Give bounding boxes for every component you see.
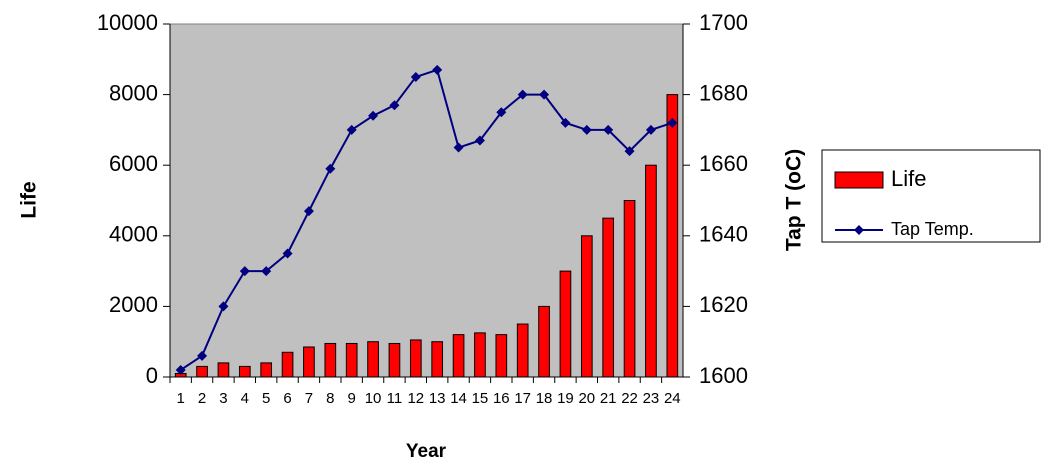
x-tick-label: 10 xyxy=(365,390,382,407)
bar xyxy=(538,305,550,378)
bar xyxy=(602,217,615,378)
x-tick-label: 13 xyxy=(429,390,446,407)
y-tick-label: 2000 xyxy=(109,292,158,317)
marker xyxy=(175,364,186,375)
marker xyxy=(410,71,421,82)
legend-label: Life xyxy=(891,166,926,191)
bar xyxy=(452,334,465,378)
y-axis-title: Life xyxy=(18,181,41,218)
y2-tick-label: 1680 xyxy=(699,80,748,105)
x-tick-label: 6 xyxy=(283,390,291,407)
legend-marker xyxy=(854,225,864,235)
x-axis-title: Year xyxy=(406,441,447,462)
y-tick-label: 10000 xyxy=(97,10,158,35)
y-tick-label: 0 xyxy=(146,363,158,388)
marker xyxy=(496,107,507,118)
bar xyxy=(474,332,486,378)
marker xyxy=(517,89,528,100)
y-tick-label: 4000 xyxy=(109,222,158,247)
bar xyxy=(516,323,529,378)
y-tick-label: 8000 xyxy=(109,80,158,105)
bar xyxy=(303,346,315,378)
bar xyxy=(196,365,208,378)
x-tick-label: 1 xyxy=(177,390,185,407)
y-tick-label: 6000 xyxy=(109,151,158,176)
marker xyxy=(346,124,357,135)
bar xyxy=(324,342,337,378)
marker xyxy=(667,117,678,128)
x-tick-label: 5 xyxy=(262,390,270,407)
x-tick-label: 12 xyxy=(407,390,424,407)
plot-area xyxy=(169,23,684,378)
marker xyxy=(474,135,485,146)
x-tick-label: 21 xyxy=(600,390,617,407)
y2-tick-label: 1640 xyxy=(699,222,748,247)
x-tick-label: 11 xyxy=(387,390,403,407)
x-tick-label: 4 xyxy=(241,390,249,407)
y2-tick-label: 1600 xyxy=(699,363,748,388)
x-tick-label: 2 xyxy=(198,390,206,407)
marker xyxy=(603,124,614,135)
bar xyxy=(238,365,251,378)
x-tick-label: 14 xyxy=(450,390,467,407)
x-tick-label: 16 xyxy=(493,390,510,407)
bar xyxy=(260,362,273,378)
y2-tick-label: 1700 xyxy=(699,10,748,35)
bar xyxy=(645,164,657,378)
x-tick-label: 20 xyxy=(578,390,595,407)
x-tick-label: 23 xyxy=(643,390,660,407)
bar xyxy=(580,235,593,378)
bar xyxy=(217,362,230,378)
x-tick-label: 19 xyxy=(557,390,574,407)
x-tick-label: 18 xyxy=(536,390,553,407)
marker xyxy=(560,117,571,128)
marker xyxy=(432,64,443,75)
bar xyxy=(623,200,636,378)
y2-axis-title: Tap T (oC) xyxy=(783,149,806,251)
marker xyxy=(645,124,656,135)
bar xyxy=(431,341,444,378)
marker xyxy=(581,124,592,135)
bar xyxy=(281,351,294,378)
marker xyxy=(239,266,250,277)
y2-tick-label: 1660 xyxy=(699,151,748,176)
marker xyxy=(453,142,464,153)
marker xyxy=(325,163,336,174)
marker xyxy=(197,350,208,361)
marker xyxy=(389,100,400,111)
legend-label: Tap Temp. xyxy=(891,219,974,239)
bar xyxy=(666,94,679,378)
x-tick-label: 8 xyxy=(326,390,334,407)
bar xyxy=(367,341,379,378)
x-tick-label: 7 xyxy=(305,390,313,407)
marker xyxy=(282,248,293,259)
bar xyxy=(409,339,422,378)
bar xyxy=(559,270,572,378)
marker xyxy=(368,110,379,121)
x-tick-label: 24 xyxy=(664,390,681,407)
x-tick-label: 15 xyxy=(472,390,489,407)
marker xyxy=(218,301,229,312)
marker xyxy=(539,89,550,100)
marker xyxy=(303,206,314,217)
y2-tick-label: 1620 xyxy=(699,292,748,317)
x-tick-label: 22 xyxy=(621,390,638,407)
marker xyxy=(624,146,635,157)
x-tick-label: 3 xyxy=(219,390,227,407)
x-tick-label: 17 xyxy=(514,390,531,407)
bar xyxy=(345,342,358,378)
marker xyxy=(261,266,272,277)
bar xyxy=(495,334,508,378)
x-tick-label: 9 xyxy=(348,390,356,407)
legend-swatch xyxy=(834,171,884,189)
bar xyxy=(388,342,401,378)
